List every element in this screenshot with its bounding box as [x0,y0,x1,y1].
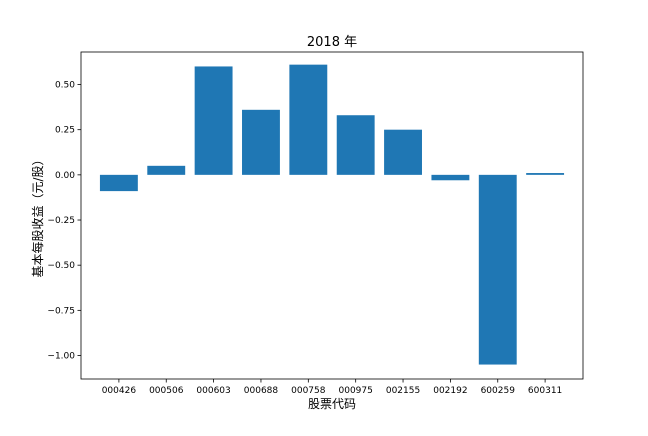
x-tick-label: 000758 [291,386,326,396]
y-tick-label: 0.25 [55,126,75,136]
y-tick-label: 0.50 [55,81,75,91]
plot-frame [80,51,584,380]
bar-000758 [289,64,328,175]
x-axis-title: 股票代码 [308,397,356,411]
x-tick-label: 000688 [244,386,279,396]
bar-600259 [478,174,517,365]
x-tick-label: 002155 [386,386,420,396]
x-tick-label: 000506 [149,386,184,396]
bar-000688 [242,109,280,175]
x-tick-label: 600311 [528,386,562,396]
x-ticks-group: 000426 000506 000603 000688 000758 000975 0021… [102,379,562,396]
x-tick-label: 600259 [481,386,516,396]
bar-002155 [384,129,422,175]
y-axis-title: 基本每股收益（元/股） [30,153,45,277]
x-tick-label: 000975 [339,386,373,396]
bar-000426 [99,174,138,192]
chart-title: 2018 年 [307,35,357,50]
y-tick-label: −1.00 [47,352,75,362]
bars-group [99,64,565,365]
y-tick-label: 0.00 [55,171,75,181]
bar-002192 [431,174,470,181]
bar-000603 [194,66,233,175]
y-ticks-group: 0.50 0.25 0.00 −0.25 −0.50 −0.75 −1.00 [47,81,81,362]
x-tick-label: 000426 [102,386,137,396]
y-tick-label: −0.25 [47,216,75,226]
bar-000506 [147,165,186,175]
x-tick-label: 002192 [433,386,467,396]
y-tick-label: −0.75 [47,306,75,316]
y-tick-label: −0.50 [47,261,75,271]
x-tick-label: 000603 [196,386,230,396]
bar-000975 [336,115,375,175]
bar-600311 [526,173,565,175]
